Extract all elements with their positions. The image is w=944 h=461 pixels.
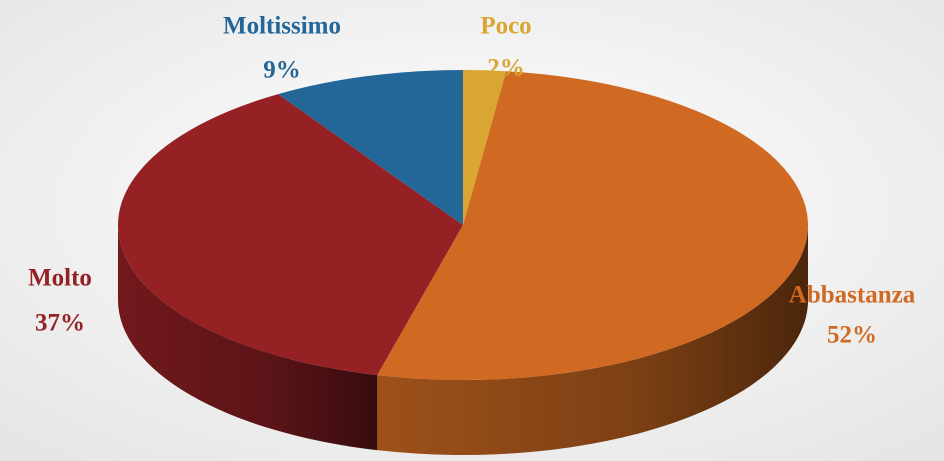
slice-label: Abbastanza (789, 282, 916, 309)
value-label: 2% (487, 55, 525, 82)
value-label: 37% (35, 310, 85, 337)
slice-side-shade (118, 225, 378, 451)
slice (118, 94, 463, 376)
slice (463, 70, 507, 225)
slice (377, 71, 808, 380)
slice-label: Poco (480, 13, 531, 40)
value-label: 52% (827, 322, 877, 349)
slice (278, 70, 463, 225)
value-label: 9% (263, 57, 301, 84)
slice-label: Moltissimo (223, 13, 341, 40)
slice-label: Molto (28, 265, 92, 292)
slice-side-shade (377, 225, 808, 456)
